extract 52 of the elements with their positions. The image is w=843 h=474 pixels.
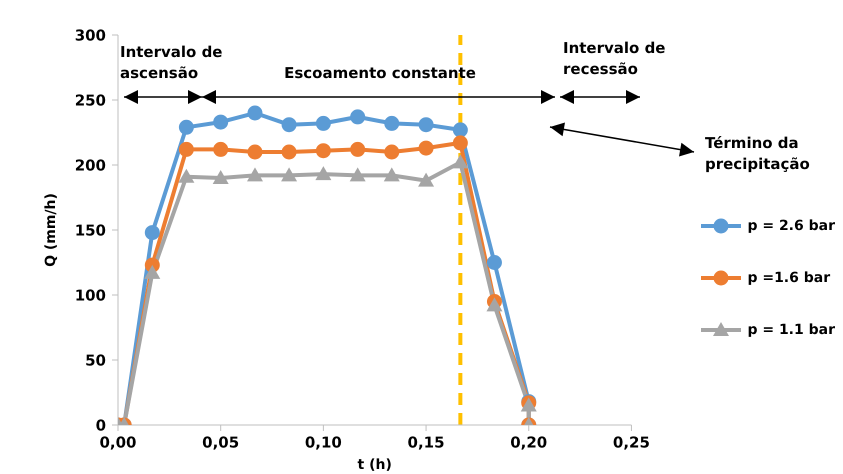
point — [452, 154, 468, 168]
point — [246, 167, 263, 182]
point — [178, 168, 194, 183]
legend-label: p = 2.6 bar — [747, 218, 835, 234]
x-tick-label: 0,10 — [304, 434, 342, 452]
point — [350, 142, 366, 157]
y-tick-label: 100 — [74, 286, 106, 304]
point — [315, 166, 332, 180]
point — [384, 116, 400, 131]
point — [282, 117, 297, 132]
x-tick-label: 0,15 — [408, 434, 445, 452]
y-tick-label: 200 — [74, 156, 106, 174]
point — [213, 114, 228, 130]
legend-label: p =1.6 bar — [747, 270, 830, 286]
annotation: Intervalo de recessão — [563, 38, 666, 80]
point — [384, 167, 400, 182]
point — [316, 143, 331, 158]
point — [350, 167, 366, 182]
y-tick-label: 150 — [74, 221, 106, 240]
point — [247, 106, 262, 120]
point — [452, 122, 468, 138]
x-tick-label: 0,00 — [99, 434, 137, 452]
point — [144, 264, 160, 279]
x-tick-label: 0,05 — [202, 434, 240, 452]
point — [350, 109, 366, 124]
point — [418, 117, 434, 132]
point — [452, 135, 468, 150]
x-tick-label: 0,25 — [612, 434, 650, 452]
annotation: Escoamento constante — [283, 63, 477, 84]
point — [384, 144, 400, 160]
point — [316, 116, 331, 131]
y-tick-label: 50 — [85, 351, 106, 370]
y-tick-label: 250 — [74, 91, 106, 110]
point — [486, 297, 502, 312]
point — [144, 225, 160, 240]
point — [178, 120, 194, 135]
y-tick-label: 300 — [74, 26, 106, 44]
point — [281, 167, 298, 182]
point — [178, 142, 194, 157]
y-tick-label: 0 — [96, 416, 106, 434]
text: Término da precipitação — [705, 133, 811, 175]
annotation: Intervalo de ascensão — [120, 42, 224, 84]
x-axis-title: t (h) — [358, 457, 392, 473]
point — [418, 140, 434, 156]
y-axis-title: Q (mm/h) — [42, 193, 59, 267]
legend-label: p = 1.1 bar — [747, 322, 835, 338]
point — [212, 170, 229, 184]
point — [282, 144, 297, 160]
point — [418, 172, 434, 187]
x-tick-label: 0,20 — [510, 434, 548, 452]
point — [247, 144, 262, 160]
point — [213, 142, 228, 157]
